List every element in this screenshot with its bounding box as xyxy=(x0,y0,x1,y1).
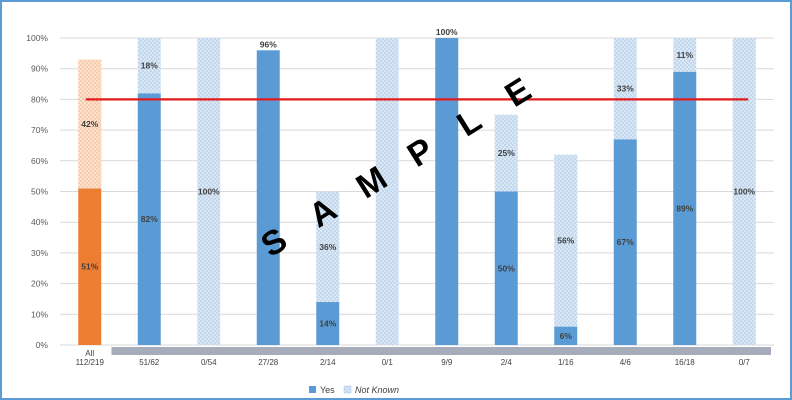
bar-yes xyxy=(137,93,161,345)
bar-not-known xyxy=(197,38,221,345)
bar-not-known xyxy=(554,154,578,327)
bar-not-known xyxy=(673,38,697,72)
x-category-label: 0/7 xyxy=(739,358,751,367)
y-tick-label: 30% xyxy=(31,248,48,258)
data-label-yes: 6% xyxy=(560,331,573,341)
data-label-not-known: 11% xyxy=(676,50,693,60)
legend-label-not-known: Not Known xyxy=(355,385,399,395)
category-group-bracket xyxy=(111,347,771,355)
data-label-yes: 96% xyxy=(260,39,277,49)
y-tick-label: 0% xyxy=(36,340,49,350)
data-label-not-known: 33% xyxy=(617,84,634,94)
data-label-not-known: 18% xyxy=(141,61,158,71)
bar-not-known xyxy=(494,114,518,192)
y-tick-label: 70% xyxy=(31,125,48,135)
x-category-label: 2/14 xyxy=(320,358,336,367)
data-label-yes: 82% xyxy=(141,214,158,224)
bar-yes xyxy=(554,326,578,345)
bar-not-known xyxy=(375,38,399,345)
y-tick-label: 20% xyxy=(31,279,48,289)
bars xyxy=(78,38,756,346)
x-category-label: 27/28 xyxy=(258,358,279,367)
y-tick-label: 10% xyxy=(31,309,48,319)
bar-yes xyxy=(316,302,340,345)
data-labels: 51% 42% 82% 18% 100% 96% 14% 36% 100% 50% 25% 6% 56%… xyxy=(81,27,755,341)
bar-not-known xyxy=(316,191,340,303)
y-tick-label: 90% xyxy=(31,64,48,74)
x-category-label: 2/4 xyxy=(501,358,513,367)
data-label-yes: 51% xyxy=(81,262,98,272)
data-label-yes: 50% xyxy=(498,263,515,273)
x-category-label: 9/9 xyxy=(441,358,453,367)
legend: Yes Not Known xyxy=(309,385,399,395)
watermark-letter: P xyxy=(401,131,440,175)
bar-yes xyxy=(494,191,518,345)
data-label-yes: 14% xyxy=(319,319,336,329)
bar-yes xyxy=(78,188,102,345)
data-label-not-known: 42% xyxy=(81,119,98,129)
y-tick-label: 50% xyxy=(31,187,48,197)
x-category-label: 51/62 xyxy=(139,358,160,367)
data-label-not-known: 100% xyxy=(733,187,755,197)
x-category-label: 4/6 xyxy=(620,358,632,367)
data-label-yes: 100% xyxy=(436,27,458,37)
x-category-label: 0/54 xyxy=(201,358,217,367)
x-category-label: All xyxy=(85,349,94,358)
data-label-not-known: 56% xyxy=(557,236,574,246)
gridlines xyxy=(60,37,774,346)
data-label-yes: 89% xyxy=(676,203,693,213)
data-label-not-known: 100% xyxy=(198,187,220,197)
data-label-not-known: 36% xyxy=(319,242,336,252)
legend-swatch-yes xyxy=(309,386,316,393)
bar-not-known xyxy=(137,38,161,94)
legend-label-yes: Yes xyxy=(320,385,335,395)
y-tick-label: 80% xyxy=(31,94,48,104)
legend-swatch-not-known xyxy=(343,385,352,394)
y-tick-label: 40% xyxy=(31,217,48,227)
y-tick-label: 100% xyxy=(26,33,48,43)
data-label-yes: 67% xyxy=(617,237,634,247)
bar-not-known xyxy=(732,38,756,345)
x-category-label: 112/219 xyxy=(76,358,105,367)
bar-yes xyxy=(673,71,697,346)
x-category-label: 1/16 xyxy=(558,358,574,367)
y-axis-ticks: 0% 10% 20% 30% 40% 50% 60% 70% 80% 90% 100% xyxy=(26,33,48,350)
bar-not-known xyxy=(78,59,102,189)
x-category-label: 16/18 xyxy=(675,358,696,367)
watermark-letter: E xyxy=(498,71,537,115)
data-label-not-known: 25% xyxy=(498,148,515,158)
bar-yes xyxy=(613,139,637,345)
bar-yes xyxy=(435,38,459,345)
y-tick-label: 60% xyxy=(31,156,48,166)
x-category-label: 0/1 xyxy=(382,358,394,367)
bar-not-known xyxy=(613,38,637,140)
bar-yes xyxy=(256,50,280,345)
